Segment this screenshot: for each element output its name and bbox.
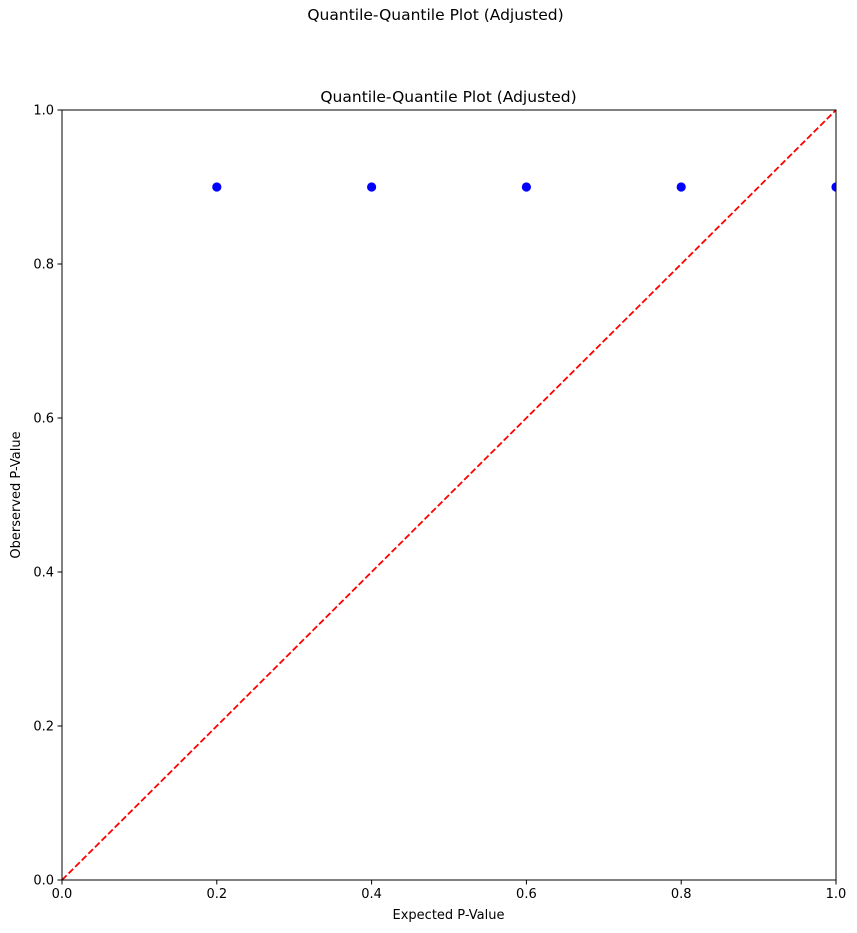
- x-axis-label: Expected P-Value: [393, 908, 505, 923]
- axes-frame: [61, 109, 837, 881]
- axes-title: Quantile-Quantile Plot (Adjusted): [320, 88, 576, 106]
- x-tick-label: 0.2: [206, 887, 227, 902]
- y-tick-label: 0.2: [33, 720, 54, 735]
- data-point: [212, 182, 222, 192]
- x-tick-label: 0.8: [671, 887, 692, 902]
- y-tick-label: 0.0: [33, 874, 54, 889]
- x-tick-label: 0.0: [52, 887, 73, 902]
- data-point: [676, 182, 686, 192]
- axes: 0.0 0.2 0.4 0.6 0.8 1.0 0.0 0.2 0.4 0.6 0.8 1.0: [33, 104, 846, 903]
- data-point: [367, 182, 377, 192]
- data-point: [831, 182, 836, 192]
- x-tick-label: 0.6: [516, 887, 537, 902]
- y-axis-label: Oberserved P-Value: [9, 431, 24, 558]
- x-tick-label: 1.0: [826, 887, 847, 902]
- data-point: [521, 182, 532, 192]
- line-group: [62, 110, 836, 880]
- y-tick-label: 0.4: [33, 566, 54, 581]
- chart-marks: [62, 110, 836, 880]
- point-group: [212, 182, 836, 192]
- reference-line: [62, 110, 836, 880]
- y-tick-label: 1.0: [33, 104, 54, 119]
- x-tick-label: 0.4: [361, 887, 382, 902]
- y-tick-label: 0.6: [33, 412, 54, 427]
- figure-suptitle: Quantile-Quantile Plot (Adjusted): [307, 6, 564, 24]
- y-tick-label: 0.8: [33, 258, 54, 273]
